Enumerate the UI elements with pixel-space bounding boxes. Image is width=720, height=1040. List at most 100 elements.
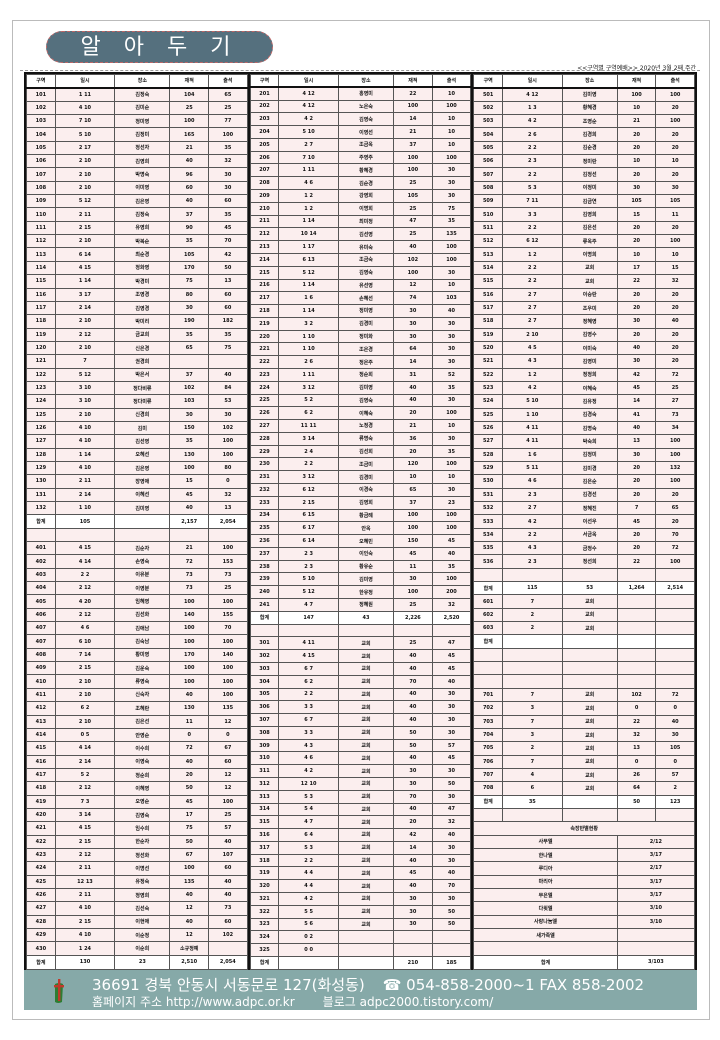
table-cell <box>616 594 657 609</box>
table-cell: 이미숙 <box>561 340 618 356</box>
table-cell: 64 <box>393 342 433 357</box>
table-cell: 4 2 <box>502 114 563 129</box>
table-cell: 교회 <box>337 661 395 676</box>
table-row: 309 4 3 교회 50 57 <box>249 738 472 753</box>
table-cell: 204 <box>249 125 280 139</box>
table-cell: 7 11 <box>502 194 563 209</box>
table-cell: 135 <box>208 701 248 716</box>
table-cell: 김명숙 <box>561 420 618 436</box>
table-row: 536 2 3 정선희 22 100 <box>473 554 696 569</box>
table-cell: 11 11 <box>278 419 339 433</box>
table-cell: 30 <box>393 304 433 318</box>
table-cell: 519 <box>473 327 504 342</box>
table-cell: 238 <box>249 559 280 574</box>
table-cell: 125 <box>26 407 56 422</box>
table-cell: 45 <box>393 866 433 881</box>
table-cell: 박은서 <box>114 367 171 382</box>
table-cell: 김미경 <box>561 460 618 476</box>
table-cell: 김미영 <box>561 87 618 102</box>
table-cell: 10 14 <box>278 227 339 242</box>
table-cell: 100 <box>393 508 433 523</box>
table-row: 524 5 10 김유정 14 27 <box>473 394 696 409</box>
table-cell: 박복순 <box>114 234 171 249</box>
table-cell: 30 <box>431 189 472 203</box>
table-cell: 105 <box>169 247 210 262</box>
table-cell: 4 10 <box>54 100 116 116</box>
table-row: 506 2 3 정미란 10 10 <box>473 154 696 169</box>
table-cell: 13 <box>208 274 248 289</box>
table-row: 308 3 3 교회 50 30 <box>249 725 472 740</box>
table-cell: 7 <box>502 687 563 703</box>
table-cell: 5 12 <box>54 367 116 382</box>
total-row: 합계 35 50 123 <box>473 794 696 809</box>
column-header: 일시 <box>278 74 339 89</box>
table-cell: 70 <box>208 621 248 636</box>
table-cell: 홍영미 <box>337 86 395 101</box>
table-cell: 11 <box>169 714 210 729</box>
table-row: 511 2 2 김은선 20 20 <box>473 220 696 236</box>
table-cell: 60 <box>169 180 210 196</box>
table-cell: 0 <box>655 754 696 769</box>
table-cell: 김미영 <box>337 572 395 587</box>
table-cell: 교회 <box>337 828 395 842</box>
table-cell: 20 <box>393 815 433 830</box>
table-row: 522 1 2 정정희 42 72 <box>473 367 696 382</box>
table-cell: 2 <box>502 741 563 756</box>
table-cell: 217 <box>249 291 280 306</box>
table-cell: 10 <box>431 125 472 139</box>
summary-row <box>473 941 696 956</box>
table-cell: 35 <box>208 207 248 222</box>
table-cell: 103 <box>26 114 56 129</box>
table-cell: 425 <box>26 874 56 889</box>
table-cell: 1 10 <box>54 500 116 516</box>
table-cell: 13 <box>616 434 657 449</box>
table-cell: 5 4 <box>278 802 339 817</box>
table-cell: 이순정 <box>114 927 171 943</box>
table-cell: 10 <box>616 154 657 169</box>
table-cell: 이인숙 <box>337 546 395 561</box>
table-cell: 2 15 <box>54 661 116 676</box>
table-cell: 22 <box>616 274 657 289</box>
table-cell: 105 <box>655 741 696 756</box>
summary-row: 다윗엘 3/10 <box>473 901 696 916</box>
table-row: 126 4 10 김미 150 102 <box>26 420 248 436</box>
table-cell: 239 <box>249 572 280 587</box>
summary-value <box>616 941 696 956</box>
summary-row: 무은엘 3/17 <box>473 887 696 903</box>
table-cell: 3 10 <box>54 394 116 409</box>
table-cell: 정미화 <box>337 329 395 344</box>
table-row: 311 4 2 교회 30 30 <box>249 764 472 778</box>
table-cell: 6 7 <box>278 661 339 676</box>
table-cell <box>473 661 504 676</box>
table-cell: 100 <box>393 163 433 178</box>
table-cell: 117 <box>26 300 56 316</box>
table-cell: 32 <box>208 487 248 503</box>
table-cell: 정미영 <box>114 114 171 129</box>
table-cell: 김정미 <box>561 447 618 462</box>
schedule-table: 구역 일시 장소 재적 출석 101 1 11 김정숙 104 65 102 4 10 김미순 25 25 1… <box>26 73 248 971</box>
table-row: 507 2 2 김정선 20 20 <box>473 167 696 182</box>
table-cell: 3 3 <box>278 725 339 740</box>
table-row: 112 2 10 박복순 35 70 <box>26 234 248 249</box>
table-cell: 122 <box>26 367 56 382</box>
table-cell: 4 3 <box>278 738 339 753</box>
table-row: 523 4 2 이혜숙 45 25 <box>473 380 696 396</box>
table-cell: 3 3 <box>502 207 563 222</box>
table-row: 106 2 10 김영희 40 32 <box>26 154 248 169</box>
table-cell: 2 2 <box>54 567 116 583</box>
table-cell: 100 <box>208 594 248 609</box>
table-cell: 209 <box>249 189 280 203</box>
table-cell: 510 <box>473 207 504 222</box>
table-row: 412 6 2 조혜란 130 135 <box>26 701 248 716</box>
table-row: 701 7 교회 102 72 <box>473 687 696 703</box>
table-cell: 60 <box>208 754 248 769</box>
homepage-link[interactable]: 홈페이지 주소 http://www.adpc.or.kr <box>92 995 295 1009</box>
table-cell: 30 <box>431 713 472 727</box>
table-cell: 107 <box>208 847 248 863</box>
table-cell: 23 <box>431 495 472 510</box>
table-row: 423 2 12 정선화 67 107 <box>26 847 248 863</box>
blog-link[interactable]: 블로그 adpc2000.tistory.com/ <box>322 995 494 1009</box>
table-cell: 130 <box>169 701 210 716</box>
table-cell: 6 4 <box>278 828 339 842</box>
table-cell: 123 <box>26 380 56 396</box>
